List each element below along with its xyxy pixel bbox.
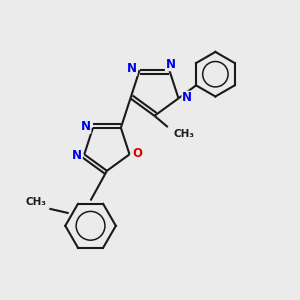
Text: CH₃: CH₃ bbox=[173, 130, 194, 140]
Text: N: N bbox=[182, 91, 192, 104]
Text: N: N bbox=[81, 120, 91, 133]
Text: N: N bbox=[166, 58, 176, 71]
Text: N: N bbox=[127, 62, 137, 75]
Text: N: N bbox=[72, 149, 82, 162]
Text: O: O bbox=[132, 147, 142, 160]
Text: CH₃: CH₃ bbox=[26, 197, 46, 207]
